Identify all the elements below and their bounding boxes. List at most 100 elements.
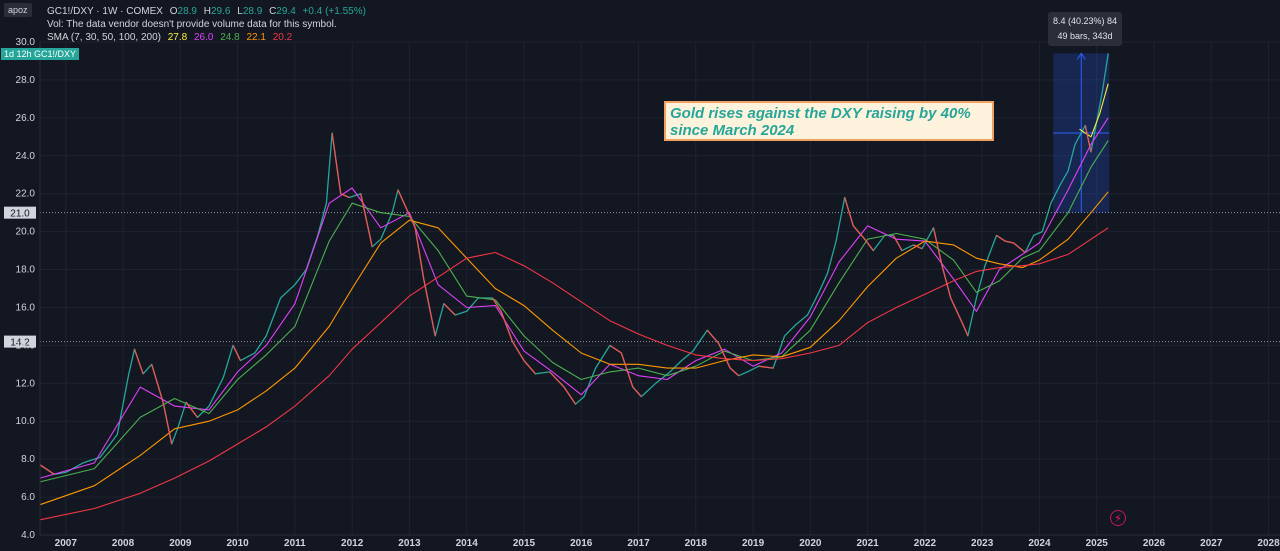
x-tick-label: 2009 (169, 538, 192, 549)
x-tick-label: 2007 (55, 538, 78, 549)
down-segment (523, 360, 536, 375)
change-value: +0.4 (+1.55%) (302, 6, 366, 17)
x-tick-label: 2015 (513, 538, 536, 549)
down-segment (950, 297, 963, 323)
ohlc-close-label: C (269, 6, 277, 17)
down-segment (563, 386, 577, 405)
y-tick-label: 16.0 (16, 302, 36, 313)
down-segment (511, 341, 525, 361)
series-line-sma-30 (39, 117, 1109, 479)
sma-legend[interactable]: SMA (7, 30, 50, 100, 200) 27.8 26.0 24.8… (47, 32, 292, 43)
down-segment (133, 348, 144, 375)
down-segment (405, 208, 416, 229)
down-segment (397, 189, 408, 210)
level-label: 14.2 (10, 338, 30, 349)
y-tick-label: 8.0 (21, 454, 35, 465)
down-segment (340, 193, 350, 199)
chart-annotation[interactable]: Gold rises against the DXY raising by 40… (664, 101, 994, 141)
ohlc-open-label: O (169, 6, 178, 17)
x-tick-label: 2013 (398, 538, 421, 549)
down-segment (864, 238, 874, 251)
down-segment (932, 227, 943, 266)
y-tick-label: 18.0 (16, 265, 36, 276)
down-segment (151, 364, 164, 403)
volume-note: Vol: The data vendor doesn't provide vol… (47, 19, 337, 30)
down-segment (162, 402, 173, 445)
x-tick-label: 2023 (971, 538, 994, 549)
ohlc-open-value: 28.9 (177, 6, 197, 17)
x-tick-label: 2008 (112, 538, 135, 549)
ohlc-low-label: L (237, 6, 243, 17)
down-segment (549, 371, 565, 388)
symbol-label: GC1!/DXY · 1W · COMEX (47, 6, 163, 17)
ohlc-low-value: 28.9 (242, 6, 263, 17)
time-axis[interactable]: 2007 2008 2009 2010 2011 2012 2013 2014 2015 2016… (40, 534, 1280, 549)
price-level-lines: 21.0 14.2 (4, 206, 1280, 349)
x-tick-label: 2022 (914, 538, 937, 549)
down-segment (500, 311, 514, 342)
measure-duration: 49 bars, 343d (1057, 31, 1113, 41)
y-tick-label: 12.0 (16, 378, 36, 389)
down-segment (729, 367, 740, 377)
down-segment (961, 322, 969, 337)
down-segment (913, 244, 923, 250)
measure-arrow (1076, 52, 1086, 60)
down-segment (1004, 240, 1014, 244)
x-tick-label: 2018 (685, 538, 708, 549)
measure-change: 8.4 (40.23%) 84 (1052, 16, 1118, 26)
down-segment (758, 365, 774, 369)
down-segment (491, 297, 502, 312)
sma-50-value: 24.8 (220, 32, 240, 43)
flash-icon[interactable]: ⚡ (1110, 510, 1126, 526)
down-segment (185, 401, 199, 418)
down-segment (360, 193, 373, 247)
user-badge[interactable]: apoz (4, 3, 32, 17)
x-tick-label: 2017 (627, 538, 650, 549)
x-tick-label: 2020 (799, 538, 822, 549)
y-tick-label: 4.0 (21, 530, 35, 541)
sma-100-value: 22.1 (246, 32, 266, 43)
x-tick-label: 2011 (284, 538, 306, 549)
x-tick-label: 2026 (1143, 538, 1166, 549)
price-tag-row: 1d 12h GC1!/DXY (1, 48, 80, 60)
x-tick-label: 2025 (1086, 538, 1109, 549)
down-segment (718, 343, 731, 369)
x-tick-label: 2014 (456, 538, 479, 549)
ohlc-high-value: 29.6 (211, 6, 231, 17)
sma-7-value: 27.8 (167, 32, 188, 43)
y-tick-label: 20.0 (16, 227, 36, 238)
sma-label: SMA (7, 30, 50, 100, 200) (47, 32, 161, 43)
x-tick-label: 2010 (226, 538, 249, 549)
x-tick-label: 2021 (856, 538, 879, 549)
x-tick-label: 2019 (742, 538, 765, 549)
x-tick-label: 2027 (1200, 538, 1223, 549)
series-line-sma-200 (39, 227, 1109, 521)
down-segment (39, 464, 55, 475)
down-segment (706, 329, 720, 344)
down-segment (423, 278, 436, 337)
y-tick-label: 6.0 (21, 492, 35, 503)
y-tick-label: 14.0 (16, 340, 36, 351)
y-tick-label: 22.0 (16, 189, 36, 200)
ohlc-close-value: 29.4 (276, 6, 296, 17)
down-segment (232, 345, 242, 361)
down-segment (414, 227, 425, 280)
ohlc-high-label: H (203, 6, 211, 17)
down-segment (892, 235, 903, 251)
down-segment (1013, 242, 1026, 253)
level-label-bg (4, 335, 36, 348)
down-segment (609, 344, 622, 354)
down-segment (632, 386, 642, 398)
symbol-price-tag: GC1!/DXY (34, 49, 77, 59)
series-line-sma-50 (39, 140, 1109, 483)
y-tick-label: 26.0 (16, 113, 36, 124)
sma-30-value: 26.0 (194, 32, 214, 43)
price-axis[interactable]: 30.0 28.0 26.0 24.0 22.0 20.0 18.0 16.0 14.0 12.0… (16, 37, 41, 541)
series-line-sma-100 (39, 191, 1109, 506)
x-tick-label: 2012 (341, 538, 364, 549)
measure-tooltip: 8.4 (40.23%) 84 49 bars, 343d (1048, 12, 1122, 46)
level-label: 21.0 (10, 209, 30, 220)
y-tick-label: 28.0 (16, 75, 36, 86)
y-tick-label: 24.0 (16, 151, 36, 162)
